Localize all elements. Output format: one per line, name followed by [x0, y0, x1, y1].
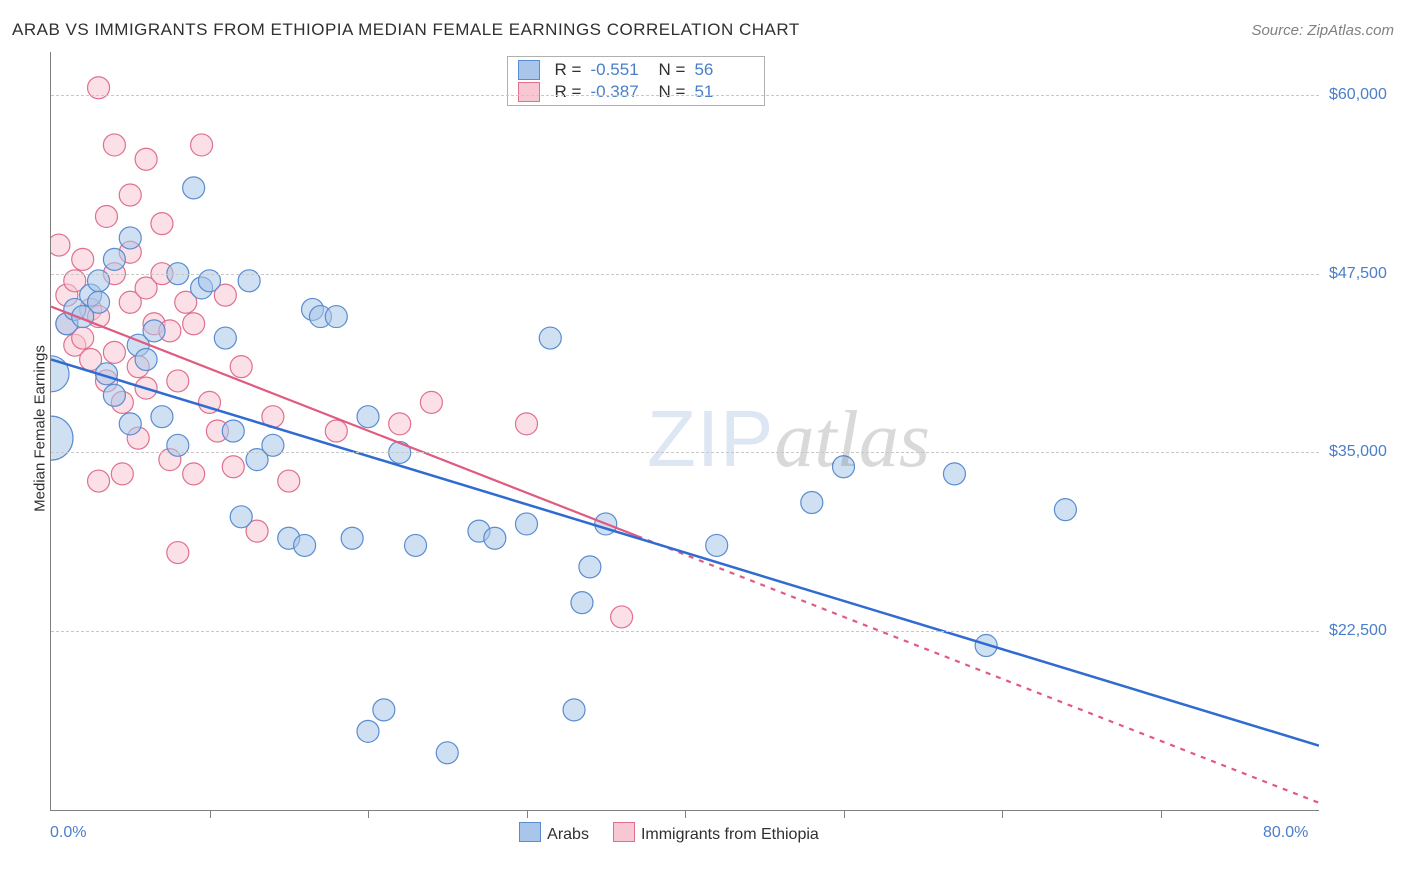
data-point	[539, 327, 561, 349]
stat-n-value: 51	[694, 82, 754, 102]
data-point	[103, 248, 125, 270]
data-point	[191, 134, 213, 156]
gridline	[51, 95, 1319, 96]
data-point	[111, 463, 133, 485]
y-tick-label: $60,000	[1329, 86, 1399, 104]
data-point	[943, 463, 965, 485]
gridline	[51, 631, 1319, 632]
data-point	[135, 348, 157, 370]
data-point	[151, 213, 173, 235]
data-point	[143, 320, 165, 342]
data-point	[119, 227, 141, 249]
x-tick	[368, 810, 369, 818]
legend-label: Arabs	[547, 826, 589, 843]
data-point	[325, 420, 347, 442]
data-point	[357, 406, 379, 428]
data-point	[706, 534, 728, 556]
data-point	[611, 606, 633, 628]
data-point	[230, 356, 252, 378]
x-tick	[1002, 810, 1003, 818]
stat-r-value: -0.551	[590, 60, 650, 80]
legend-swatch	[518, 82, 540, 102]
stat-r-value: -0.387	[590, 82, 650, 102]
data-point	[516, 413, 538, 435]
data-point	[230, 506, 252, 528]
data-point	[135, 148, 157, 170]
data-point	[484, 527, 506, 549]
data-point	[51, 234, 70, 256]
data-point	[357, 720, 379, 742]
y-tick-label: $22,500	[1329, 622, 1399, 640]
data-point	[1054, 499, 1076, 521]
legend-swatch	[518, 60, 540, 80]
data-point	[119, 184, 141, 206]
trend-line	[51, 359, 1319, 745]
stats-legend-box: R = -0.551 N = 56 R = -0.387 N = 51	[507, 56, 765, 106]
legend-swatch	[519, 822, 541, 842]
data-point	[833, 456, 855, 478]
data-point	[222, 456, 244, 478]
stat-n-label: N =	[658, 82, 686, 102]
legend-item: Immigrants from Ethiopia	[613, 822, 819, 844]
data-point	[51, 416, 73, 460]
y-tick-label: $47,500	[1329, 265, 1399, 283]
data-point	[151, 406, 173, 428]
x-axis-min-label: 0.0%	[50, 824, 86, 842]
data-point	[214, 327, 236, 349]
data-point	[72, 248, 94, 270]
data-point	[389, 413, 411, 435]
data-point	[103, 341, 125, 363]
chart-svg	[51, 52, 1319, 810]
data-point	[436, 742, 458, 764]
data-point	[405, 534, 427, 556]
legend-item: Arabs	[519, 822, 589, 844]
data-point	[167, 542, 189, 564]
scatter-plot-area: ZIPatlas R =-0.551N =56R =-0.387N =51 $2…	[50, 52, 1319, 811]
x-tick	[210, 810, 211, 818]
trend-line	[637, 536, 1319, 803]
stats-legend-row: R = -0.551 N = 56	[508, 59, 764, 81]
data-point	[95, 205, 117, 227]
gridline	[51, 274, 1319, 275]
y-tick-label: $35,000	[1329, 443, 1399, 461]
source-attribution: Source: ZipAtlas.com	[1251, 22, 1394, 39]
stat-r-label: R =	[554, 82, 582, 102]
y-axis-label: Median Female Earnings	[32, 329, 49, 529]
gridline	[51, 452, 1319, 453]
data-point	[88, 470, 110, 492]
x-tick	[527, 810, 528, 818]
x-axis-max-label: 80.0%	[1263, 824, 1308, 842]
data-point	[183, 313, 205, 335]
series-legend: Arabs Immigrants from Ethiopia	[519, 822, 819, 844]
data-point	[341, 527, 363, 549]
legend-swatch	[613, 822, 635, 842]
data-point	[563, 699, 585, 721]
data-point	[103, 384, 125, 406]
chart-title: ARAB VS IMMIGRANTS FROM ETHIOPIA MEDIAN …	[12, 20, 800, 40]
stat-n-label: N =	[658, 60, 686, 80]
data-point	[420, 391, 442, 413]
data-point	[278, 470, 300, 492]
data-point	[579, 556, 601, 578]
stats-legend-row: R = -0.387 N = 51	[508, 81, 764, 103]
data-point	[103, 134, 125, 156]
data-point	[516, 513, 538, 535]
x-tick	[1161, 810, 1162, 818]
data-point	[373, 699, 395, 721]
data-point	[183, 463, 205, 485]
x-tick	[844, 810, 845, 818]
legend-label: Immigrants from Ethiopia	[641, 826, 819, 843]
stat-n-value: 56	[694, 60, 754, 80]
data-point	[294, 534, 316, 556]
data-point	[183, 177, 205, 199]
data-point	[222, 420, 244, 442]
x-tick	[685, 810, 686, 818]
data-point	[119, 413, 141, 435]
data-point	[801, 492, 823, 514]
data-point	[571, 592, 593, 614]
data-point	[325, 306, 347, 328]
data-point	[167, 370, 189, 392]
data-point	[88, 291, 110, 313]
stat-r-label: R =	[554, 60, 582, 80]
